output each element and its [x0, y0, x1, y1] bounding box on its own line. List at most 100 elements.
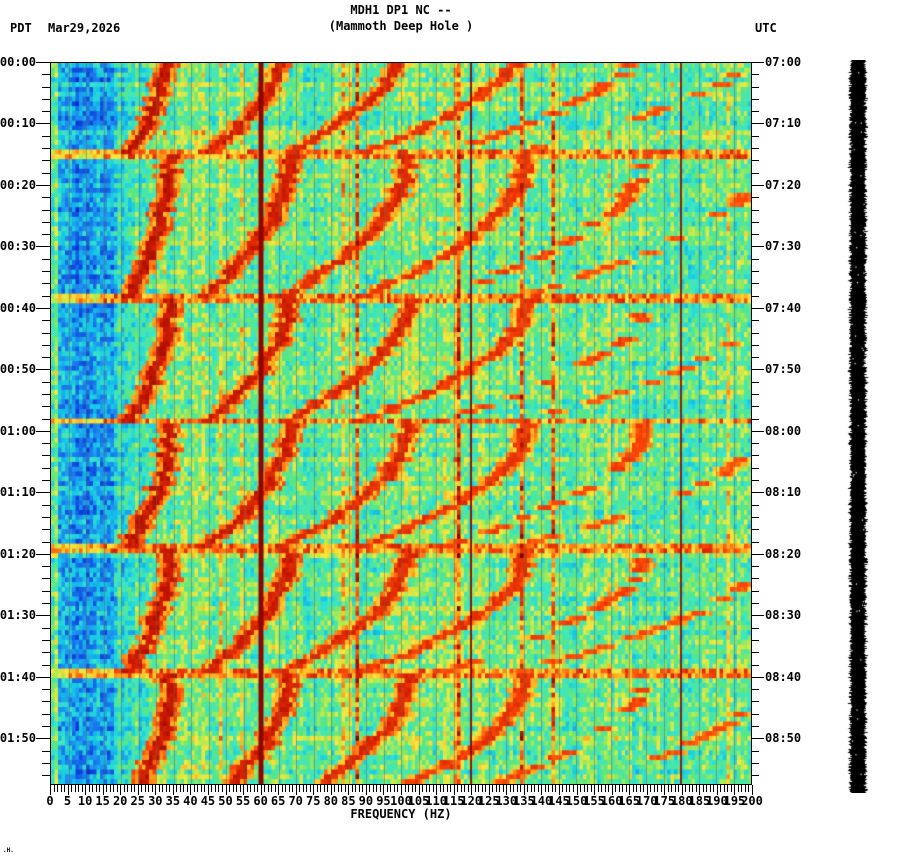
freq-tick [274, 785, 276, 792]
time-tick [42, 295, 50, 297]
freq-tick [523, 785, 525, 795]
right-time-label: 08:30 [765, 608, 802, 623]
freq-label: 15 [95, 794, 110, 808]
time-tick [42, 234, 50, 236]
time-tick [752, 713, 759, 715]
freq-tick [281, 785, 283, 792]
freq-tick [464, 785, 466, 792]
time-tick [42, 590, 50, 592]
freq-tick [236, 785, 238, 792]
corner-mark: .H. [3, 847, 14, 854]
freq-tick [193, 785, 195, 792]
freq-label: 110 [425, 794, 447, 808]
freq-label: 100 [390, 794, 412, 808]
time-tick [752, 639, 759, 641]
freq-tick [716, 785, 718, 795]
time-tick [752, 246, 764, 248]
time-tick [752, 443, 759, 445]
time-tick [752, 578, 759, 580]
freq-tick [446, 785, 448, 792]
freq-tick [558, 785, 560, 795]
left-time-label: 00:10 [0, 116, 36, 131]
freq-tick [229, 785, 230, 792]
time-tick [42, 566, 50, 568]
freq-tick [295, 785, 297, 795]
freq-tick [393, 785, 395, 792]
freq-tick [165, 785, 167, 792]
freq-tick [671, 785, 673, 792]
right-time-label: 08:20 [765, 546, 802, 561]
freq-tick [436, 785, 438, 795]
freq-tick [485, 785, 487, 792]
freq-label: 0 [46, 794, 54, 808]
freq-label: 145 [548, 794, 570, 808]
freq-tick [611, 785, 613, 795]
freq-tick [706, 785, 708, 792]
freq-tick [71, 785, 73, 792]
freq-tick [506, 785, 508, 795]
time-tick [752, 320, 759, 322]
freq-tick [594, 785, 596, 795]
freq-tick [569, 785, 571, 792]
freq-tick [379, 785, 381, 792]
freq-tick [520, 785, 522, 792]
freq-tick [102, 785, 104, 795]
freq-label: 190 [706, 794, 728, 808]
freq-tick [752, 785, 753, 795]
freq-tick [225, 785, 227, 795]
freq-label: 120 [460, 794, 483, 808]
freq-tick [176, 785, 178, 792]
freq-tick [597, 785, 599, 792]
freq-tick [629, 785, 631, 795]
time-tick [752, 62, 764, 63]
freq-label: 140 [530, 794, 553, 808]
time-tick [42, 701, 50, 703]
freq-tick [172, 785, 174, 795]
freq-tick [481, 785, 483, 792]
freq-tick [636, 785, 638, 792]
freq-tick [74, 785, 76, 792]
time-tick [752, 738, 764, 740]
right-time-label: 08:10 [765, 485, 802, 500]
freq-tick [362, 785, 364, 792]
right-time-label: 07:00 [765, 55, 802, 69]
freq-tick [207, 785, 209, 795]
freq-tick [162, 785, 164, 792]
freq-tick [355, 785, 357, 792]
time-tick [42, 541, 50, 543]
time-tick [36, 430, 50, 432]
freq-tick [134, 785, 136, 792]
time-tick [42, 504, 50, 506]
freq-tick [744, 785, 746, 792]
time-tick [752, 566, 759, 568]
time-tick [752, 480, 759, 482]
freq-tick [116, 785, 118, 792]
freq-label: 60 [253, 794, 268, 808]
freq-label: 85 [341, 794, 356, 808]
freq-tick [78, 785, 80, 792]
freq-label: 25 [130, 794, 145, 808]
right-time-label: 07:10 [765, 116, 802, 131]
freq-tick [432, 785, 434, 792]
time-tick [752, 418, 759, 420]
freq-tick [643, 785, 645, 792]
time-tick [42, 762, 50, 764]
freq-tick [383, 785, 385, 795]
freq-label: 55 [235, 794, 251, 808]
time-tick [752, 701, 759, 703]
freq-tick [200, 785, 202, 792]
freq-label: 95 [376, 794, 391, 808]
freq-tick [327, 785, 329, 792]
freq-tick [369, 785, 371, 792]
freq-tick [186, 785, 188, 792]
time-tick [752, 627, 759, 629]
freq-tick [243, 785, 245, 795]
time-tick [42, 455, 50, 457]
time-tick [36, 62, 50, 63]
freq-tick [692, 785, 694, 792]
freq-tick [155, 785, 157, 795]
freq-tick [541, 785, 543, 795]
freq-tick [148, 785, 150, 792]
time-tick [42, 713, 50, 715]
freq-tick [453, 785, 455, 795]
